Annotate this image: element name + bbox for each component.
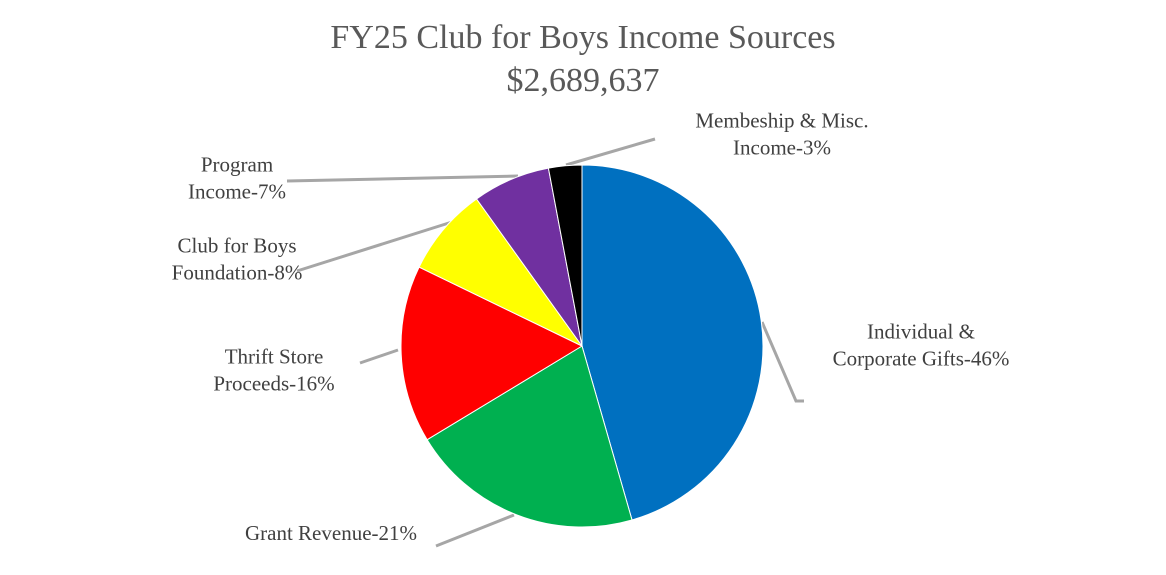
slice-label: Income-7%	[188, 180, 286, 204]
slice-labels: Individual & Corporate Gifts-46% Grant Rev…	[172, 109, 1010, 546]
pie-slices	[400, 164, 764, 528]
slice-label: Club for Boys	[177, 234, 296, 258]
leader-line	[760, 321, 804, 403]
slice-label: Corporate Gifts-46%	[833, 347, 1010, 371]
leader-line	[565, 137, 656, 167]
pie-slice	[400, 266, 584, 441]
slice-label: Thrift Store	[225, 345, 324, 369]
pie-slice	[547, 164, 583, 347]
slice-label: Proceeds-16%	[213, 372, 334, 396]
pie-slice	[581, 164, 764, 521]
pie-slice	[418, 198, 583, 347]
slice-label: Income-3%	[733, 136, 831, 160]
chart-subtitle: $2,689,637	[507, 62, 660, 99]
leader-line	[296, 220, 453, 273]
slice-label: Grant Revenue-21%	[245, 521, 417, 545]
slice-label: Membeship & Misc.	[695, 109, 868, 133]
leader-line	[435, 513, 515, 548]
leader-line	[359, 348, 399, 365]
pie-slice	[426, 345, 633, 528]
leader-line	[286, 174, 519, 183]
slice-label: Program	[201, 153, 273, 177]
slice-label: Foundation-8%	[172, 261, 303, 285]
leader-lines	[286, 137, 804, 548]
slice-label: Individual &	[867, 320, 975, 344]
chart-title: FY25 Club for Boys Income Sources	[330, 19, 835, 56]
